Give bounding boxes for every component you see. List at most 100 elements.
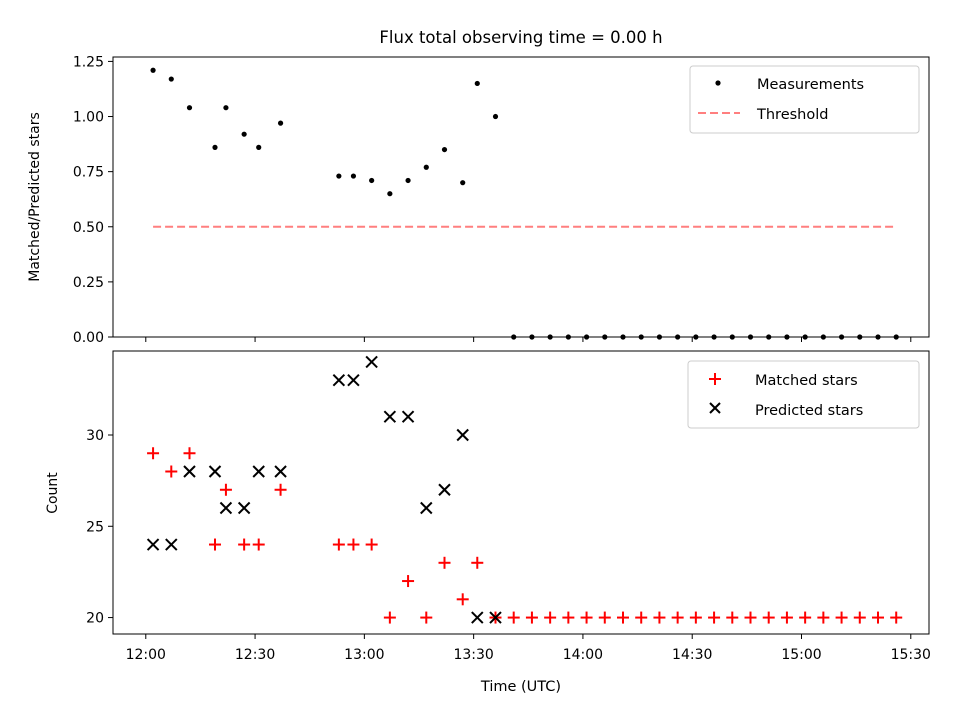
matched-star-point [598,611,611,624]
matched-star-point [653,611,666,624]
predicted-star-point [183,465,196,478]
matched-star-point [347,538,360,551]
measurement-point [256,144,262,150]
matched-star-point [209,538,221,551]
legend-predicted-marker [709,402,721,414]
measurement-point [223,105,229,111]
measurement-point [369,177,375,184]
x-tick-label: 13:30 [453,647,493,663]
top-plot-area [150,67,899,340]
matched-star-point [890,611,903,624]
y-tick-label: 30 [86,428,104,444]
predicted-star-point [347,374,360,387]
matched-star-point [708,611,721,624]
predicted-star-point [383,410,397,423]
matched-star-point [238,538,251,551]
matched-star-point [726,611,739,624]
predicted-star-point [237,501,251,515]
x-tick-label: 15:00 [781,647,821,663]
measurement-point [168,76,174,82]
matched-star-point [580,611,593,624]
measurement-point [474,80,480,87]
matched-star-point [507,611,520,624]
y-tick-label: 0.50 [73,220,104,236]
top-x-ticks [145,337,912,342]
bottom-x-ticks: 12:00 12:30 13:00 13:30 14:00 14:30 15:00 15:30 [126,634,931,663]
predicted-star-point [332,374,346,387]
matched-star-point [332,538,345,551]
top-panel: 0.00 0.25 0.50 0.75 1.00 1.25 Matched/Predict… [27,54,930,346]
matched-star-point [799,611,812,624]
predicted-star-point [165,538,178,551]
matched-star-point [562,611,575,624]
y-tick-label: 25 [86,519,104,535]
bottom-legend: Matched stars Predicted stars [687,360,920,429]
chart-title: Flux total observing time = 0.00 h [379,28,662,47]
legend-predicted-label: Predicted stars [755,403,863,419]
matched-star-point [383,611,396,624]
matched-star-point [525,611,538,624]
predicted-star-point [365,355,378,369]
matched-star-point [635,611,648,624]
measurement-point [460,180,466,186]
predicted-star-point [471,611,484,624]
matched-star-point [183,447,196,460]
matched-star-point [274,483,287,496]
measurement-point [241,131,247,137]
matched-star-point [252,538,265,551]
matched-star-point [762,611,775,624]
matched-star-point [165,465,178,478]
bottom-axes-frame [112,350,930,635]
legend-measurements-marker [715,80,721,86]
measurement-point [405,177,411,184]
matched-star-point [671,611,684,624]
matched-star-point [544,611,557,624]
x-tick-label: 14:00 [563,647,603,663]
predicted-star-point [401,410,415,423]
top-axes-frame [112,56,930,338]
legend-matched-marker [709,373,721,385]
x-tick-label: 15:30 [891,647,931,663]
top-legend-box [689,65,920,134]
measurement-point [423,164,429,170]
matched-star-point [402,575,415,588]
measurement-point [441,146,448,153]
matched-star-point [420,611,433,624]
predicted-star-point [420,501,433,515]
matched-star-point [817,611,830,624]
legend-matched-label: Matched stars [755,373,858,389]
measurement-point [277,120,284,126]
measurement-point [150,67,156,73]
matched-star-point [689,611,702,624]
matched-star-point [365,538,378,551]
x-tick-label: 12:00 [126,647,166,663]
measurement-point [336,173,342,179]
y-tick-label: 1.00 [73,110,104,126]
y-tick-label: 1.25 [73,54,104,70]
matched-star-point [471,556,484,569]
bottom-y-axis-label: Count [45,472,61,514]
matched-star-point [835,611,848,624]
measurement-point [492,113,499,120]
predicted-star-point [438,483,451,496]
predicted-star-point [252,465,265,478]
predicted-star-point [274,465,287,478]
predicted-star-point [489,611,502,624]
matched-star-point [853,611,866,624]
matched-star-point [456,593,469,606]
x-tick-label: 14:30 [672,647,712,663]
measurement-point [186,105,193,111]
y-tick-label: 20 [86,611,104,627]
x-axis-label: Time (UTC) [480,679,561,695]
legend-measurements-label: Measurements [757,77,864,93]
predicted-star-point [219,501,233,515]
matched-star-point [744,611,757,624]
bottom-plot-area [146,355,903,624]
bottom-legend-box [687,360,920,429]
measurement-point [387,191,393,197]
matched-star-point [147,447,160,460]
predicted-star-point [456,428,469,442]
matched-star-point [872,611,884,624]
y-tick-label: 0.00 [73,330,104,346]
matched-star-point [438,556,451,569]
